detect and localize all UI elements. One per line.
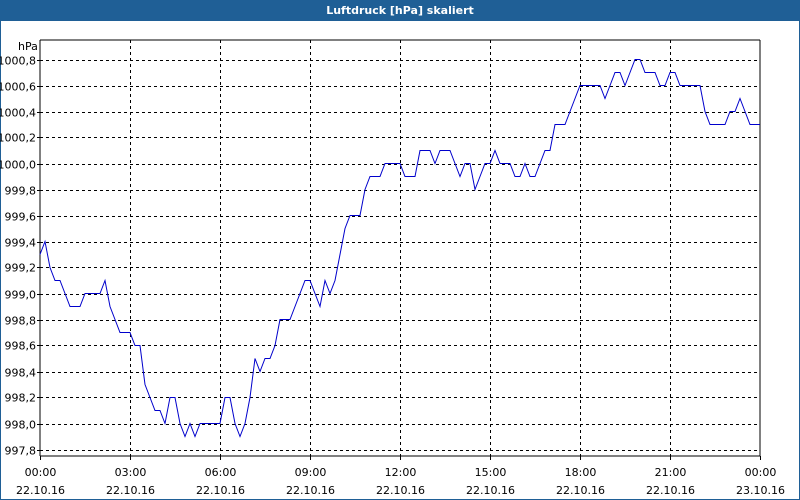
x-tick-date: 23.10.16 [736, 484, 785, 497]
x-tick-time: 09:00 [295, 466, 327, 479]
x-tick-date: 22.10.16 [196, 484, 245, 497]
x-tick-date: 22.10.16 [466, 484, 515, 497]
x-tick-time: 12:00 [385, 466, 417, 479]
plot-area [40, 40, 760, 456]
y-unit-label: hPa [18, 40, 38, 53]
x-tick-time: 06:00 [205, 466, 237, 479]
x-tick-time: 03:00 [115, 466, 147, 479]
x-tick-labels: 00:00 22.10.16 03:00 22.10.16 06:00 22.10.16 0… [16, 456, 785, 497]
y-tick-label: 1000,0 [0, 159, 36, 172]
y-tick-label: 999,4 [5, 237, 37, 250]
y-tick-label: 998,6 [5, 340, 37, 353]
y-tick-label: 999,0 [5, 289, 37, 302]
x-tick-date: 22.10.16 [16, 484, 65, 497]
chart-title: Luftdruck [hPa] skaliert [1, 1, 799, 21]
x-tick-date: 22.10.16 [646, 484, 695, 497]
x-tick-time: 00:00 [25, 466, 57, 479]
x-tick-date: 22.10.16 [376, 484, 425, 497]
y-tick-label: 998,2 [5, 392, 37, 405]
y-tick-label: 999,8 [5, 185, 37, 198]
x-tick-time: 00:00 [745, 466, 777, 479]
y-tick-label: 997,8 [5, 445, 37, 458]
y-tick-label: 998,4 [5, 367, 37, 380]
y-tick-label: 1000,8 [0, 55, 36, 68]
x-tick-date: 22.10.16 [556, 484, 605, 497]
y-tick-label: 998,0 [5, 419, 37, 432]
y-tick-labels: 997,8 998,0 998,2 998,4 998,6 998,8 999,0 999,2… [0, 55, 40, 458]
x-tick-time: 21:00 [655, 466, 687, 479]
x-tick-date: 22.10.16 [286, 484, 335, 497]
series-line [39, 59, 760, 438]
x-tick-date: 22.10.16 [106, 484, 155, 497]
y-tick-label: 999,6 [5, 211, 37, 224]
x-tick-time: 15:00 [475, 466, 507, 479]
y-tick-label: 1000,4 [0, 107, 36, 120]
y-tick-label: 998,8 [5, 315, 37, 328]
grid-lines [40, 40, 760, 456]
x-tick-time: 18:00 [565, 466, 597, 479]
y-tick-label: 1000,6 [0, 81, 36, 94]
y-tick-label: 1000,2 [0, 132, 36, 145]
y-tick-label: 999,2 [5, 262, 37, 275]
